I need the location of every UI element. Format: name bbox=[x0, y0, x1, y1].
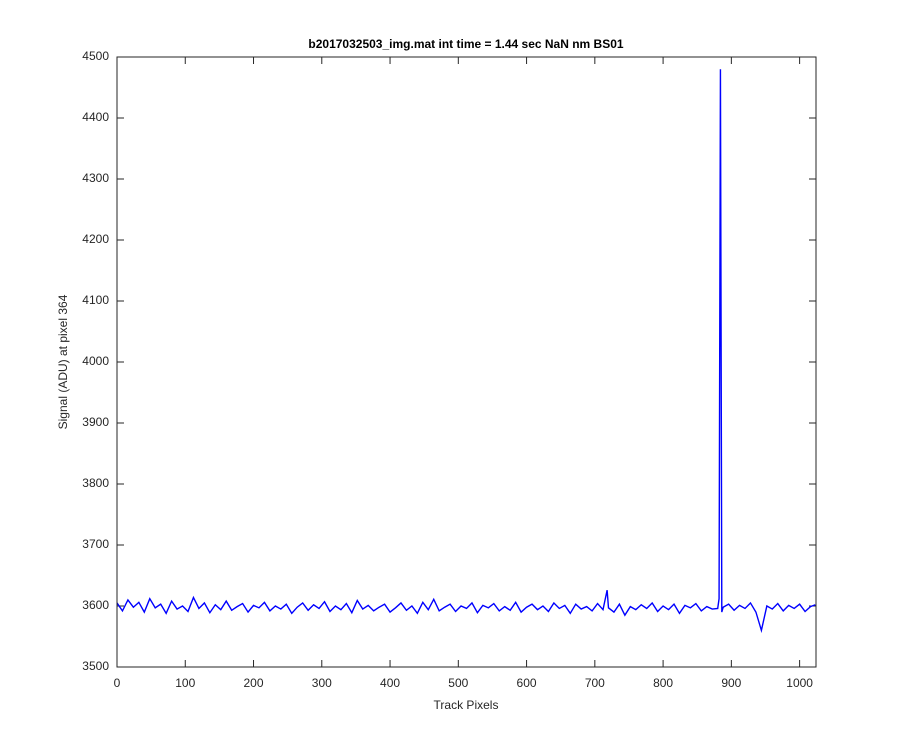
y-tick-label: 4500 bbox=[82, 49, 109, 63]
y-tick-label: 4300 bbox=[82, 171, 109, 185]
y-tick-label: 4000 bbox=[82, 354, 109, 368]
x-tick-label: 1000 bbox=[786, 676, 813, 690]
y-tick-label: 4400 bbox=[82, 110, 109, 124]
x-tick-label: 400 bbox=[380, 676, 400, 690]
y-axis-label: Signal (ADU) at pixel 364 bbox=[56, 294, 70, 429]
y-tick-label: 3700 bbox=[82, 537, 109, 551]
x-tick-label: 300 bbox=[312, 676, 332, 690]
x-tick-label: 700 bbox=[585, 676, 605, 690]
y-tick-label: 4200 bbox=[82, 232, 109, 246]
x-tick-label: 900 bbox=[721, 676, 741, 690]
x-tick-label: 600 bbox=[517, 676, 537, 690]
x-tick-label: 500 bbox=[448, 676, 468, 690]
x-tick-label: 0 bbox=[114, 676, 121, 690]
x-axis-label: Track Pixels bbox=[434, 698, 499, 712]
plot-frame bbox=[116, 56, 817, 668]
y-tick-label: 3900 bbox=[82, 415, 109, 429]
data-line bbox=[116, 69, 816, 634]
chart-title: b2017032503_img.mat int time = 1.44 sec … bbox=[308, 37, 623, 51]
x-tick-label: 100 bbox=[175, 676, 195, 690]
x-tick-label: 200 bbox=[244, 676, 264, 690]
x-tick-label: 800 bbox=[653, 676, 673, 690]
y-tick-label: 4100 bbox=[82, 293, 109, 307]
y-tick-label: 3600 bbox=[82, 598, 109, 612]
y-tick-label: 3800 bbox=[82, 476, 109, 490]
y-tick-label: 3500 bbox=[82, 659, 109, 673]
